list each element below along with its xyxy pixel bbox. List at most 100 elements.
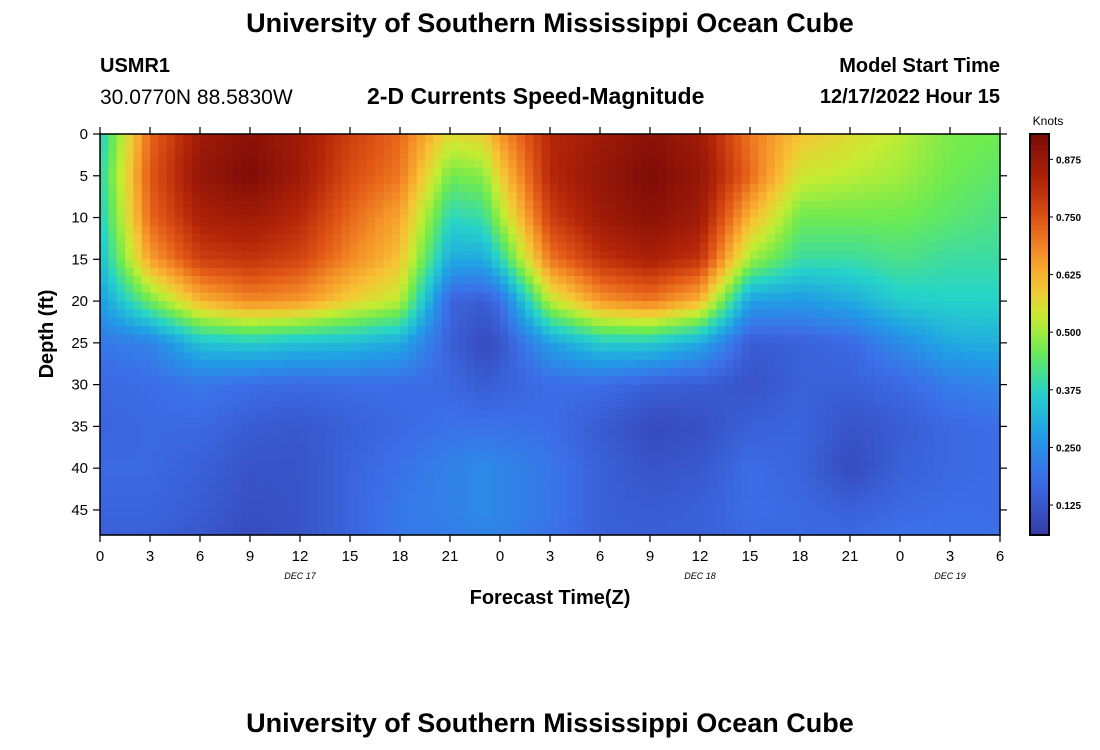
heatmap-cell bbox=[191, 434, 201, 444]
heatmap-cell bbox=[850, 459, 859, 469]
heatmap-cell bbox=[141, 434, 151, 444]
heatmap-cell bbox=[350, 134, 359, 143]
heatmap-cell bbox=[516, 209, 526, 219]
heatmap-cell bbox=[716, 342, 726, 352]
heatmap-cell bbox=[358, 250, 368, 260]
heatmap-cell bbox=[300, 242, 309, 252]
heatmap-cell bbox=[266, 276, 276, 285]
heatmap-cell bbox=[883, 468, 893, 478]
heatmap-cell bbox=[958, 459, 968, 469]
heatmap-cell bbox=[375, 376, 384, 386]
heatmap-cell bbox=[766, 309, 776, 319]
heatmap-cell bbox=[275, 484, 284, 494]
heatmap-cell bbox=[766, 526, 776, 536]
heatmap-cell bbox=[650, 134, 659, 143]
heatmap-cell bbox=[500, 192, 509, 202]
heatmap-cell bbox=[233, 267, 243, 277]
heatmap-cell bbox=[658, 209, 668, 219]
heatmap-cell bbox=[941, 234, 951, 244]
heatmap-cell bbox=[575, 484, 584, 494]
heatmap-cell bbox=[191, 267, 201, 277]
heatmap-cell bbox=[241, 267, 251, 277]
heatmap-cell bbox=[208, 267, 218, 277]
heatmap-cell bbox=[633, 376, 643, 386]
heatmap-cell bbox=[300, 468, 309, 478]
heatmap-cell bbox=[366, 317, 376, 327]
heatmap-cell bbox=[125, 150, 134, 160]
heatmap-cell bbox=[350, 501, 359, 511]
heatmap-cell bbox=[700, 409, 709, 419]
heatmap-cell bbox=[375, 518, 384, 528]
heatmap-cell bbox=[516, 509, 526, 519]
heatmap-cell bbox=[941, 134, 951, 143]
heatmap-cell bbox=[233, 159, 243, 169]
heatmap-cell bbox=[141, 259, 151, 269]
heatmap-cell bbox=[683, 301, 693, 311]
heatmap-cell bbox=[808, 150, 818, 160]
heatmap-cell bbox=[500, 159, 509, 169]
heatmap-cell bbox=[925, 484, 934, 494]
heatmap-cell bbox=[683, 150, 693, 160]
heatmap-cell bbox=[150, 493, 159, 503]
heatmap-cell bbox=[316, 367, 326, 377]
heatmap-cell bbox=[183, 284, 193, 294]
heatmap-cell bbox=[516, 225, 526, 235]
heatmap-cell bbox=[425, 276, 434, 285]
heatmap-cell bbox=[266, 526, 276, 536]
heatmap-cell bbox=[183, 267, 193, 277]
heatmap-cell bbox=[883, 367, 893, 377]
heatmap-cell bbox=[775, 493, 784, 503]
heatmap-cell bbox=[125, 359, 134, 369]
heatmap-cell bbox=[358, 225, 368, 235]
heatmap-cell bbox=[433, 359, 443, 369]
heatmap-cell bbox=[841, 242, 851, 252]
heatmap-cell bbox=[533, 418, 543, 427]
heatmap-cell bbox=[933, 451, 943, 461]
heatmap-cell bbox=[925, 376, 934, 386]
heatmap-cell bbox=[300, 175, 309, 185]
heatmap-cell bbox=[166, 501, 176, 511]
heatmap-cell bbox=[450, 234, 459, 244]
heatmap-cell bbox=[800, 175, 809, 185]
heatmap-cell bbox=[125, 175, 134, 185]
heatmap-cell bbox=[291, 484, 301, 494]
heatmap-cell bbox=[100, 142, 109, 152]
heatmap-cell bbox=[183, 150, 193, 160]
heatmap-cell bbox=[166, 326, 176, 336]
heatmap-cell bbox=[450, 459, 459, 469]
heatmap-cell bbox=[333, 376, 343, 386]
heatmap-cell bbox=[191, 142, 201, 152]
heatmap-cell bbox=[483, 267, 493, 277]
heatmap-cell bbox=[125, 418, 134, 427]
heatmap-cell bbox=[500, 225, 509, 235]
heatmap-cell bbox=[433, 284, 443, 294]
heatmap-cell bbox=[933, 443, 943, 453]
heatmap-cell bbox=[608, 276, 618, 285]
heatmap-cell bbox=[358, 150, 368, 160]
heatmap-cell bbox=[150, 342, 159, 352]
heatmap-cell bbox=[508, 518, 518, 528]
heatmap-cell bbox=[666, 309, 676, 319]
heatmap-cell bbox=[408, 142, 418, 152]
heatmap-cell bbox=[858, 334, 868, 344]
heatmap-cell bbox=[283, 384, 293, 394]
heatmap-cell bbox=[891, 476, 901, 486]
heatmap-cell bbox=[508, 301, 518, 311]
heatmap-cell bbox=[233, 518, 243, 528]
heatmap-cell bbox=[833, 418, 843, 427]
heatmap-cell bbox=[591, 276, 601, 285]
heatmap-cell bbox=[891, 284, 901, 294]
heatmap-cell bbox=[141, 351, 151, 361]
heatmap-cell bbox=[683, 134, 693, 143]
heatmap-cell bbox=[325, 167, 334, 177]
heatmap-cell bbox=[875, 501, 884, 511]
heatmap-cell bbox=[741, 334, 751, 344]
heatmap-cell bbox=[350, 225, 359, 235]
heatmap-cell bbox=[750, 309, 759, 319]
heatmap-cell bbox=[825, 150, 834, 160]
heatmap-cell bbox=[333, 284, 343, 294]
heatmap-cell bbox=[791, 292, 801, 302]
heatmap-cell bbox=[183, 301, 193, 311]
heatmap-cell bbox=[766, 184, 776, 194]
heatmap-cell bbox=[358, 317, 368, 327]
